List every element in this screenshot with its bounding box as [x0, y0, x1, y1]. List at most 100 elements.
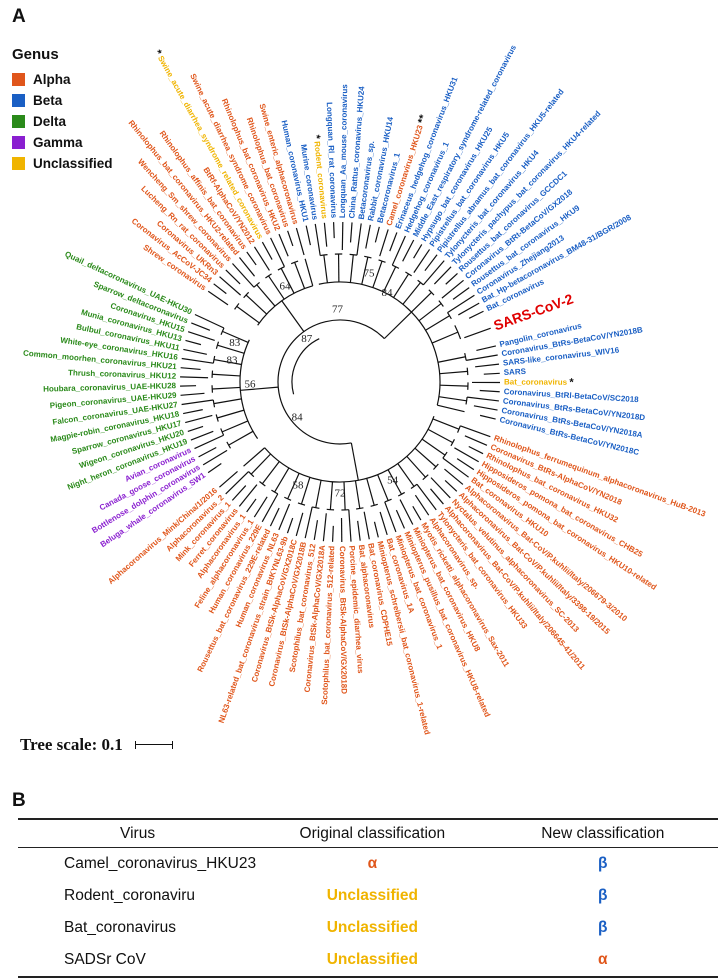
bootstrap-value: 77 [332, 304, 344, 316]
bootstrap-value: 64 [280, 280, 292, 292]
tree-branch [364, 512, 369, 540]
tree-branch [414, 244, 422, 258]
tree-branch [305, 507, 312, 538]
cell-new: α [488, 944, 718, 977]
tree-branch [188, 332, 215, 341]
cell-original: Unclassified [257, 912, 487, 944]
bootstrap-value: 87 [301, 333, 313, 345]
tree-branch [350, 255, 353, 283]
tree-branch [239, 485, 257, 507]
tree-branch [247, 252, 256, 265]
tree-branch [214, 399, 242, 404]
tree-branch [374, 522, 378, 538]
tree-branch [380, 229, 388, 256]
tree-branch [191, 431, 213, 440]
tree-branch [431, 489, 444, 504]
tree-branch [466, 355, 498, 360]
tree-branch [448, 295, 475, 312]
tree-branch [232, 486, 245, 501]
tree-branch [199, 447, 217, 456]
tree-branch [403, 283, 421, 305]
leaf-name: SARS [503, 367, 526, 377]
tree-branch [306, 226, 310, 246]
tree-branch [237, 306, 260, 323]
tree-branch [425, 255, 437, 271]
tree-branch [257, 285, 275, 306]
tree-branch [226, 270, 240, 284]
cell-original: Unclassified [257, 944, 487, 977]
panel-b-label: B [12, 790, 26, 812]
clade-arc [319, 282, 440, 405]
tree-branch [333, 526, 334, 542]
tree-branch [358, 521, 361, 541]
tree-branch [465, 436, 487, 445]
tree-branch [411, 292, 431, 312]
reclassification-table: Virus Original classification New classi… [18, 818, 718, 978]
tree-branch [432, 332, 458, 343]
tree-branch [226, 472, 249, 494]
tree-branch [334, 222, 335, 238]
cell-original: α [257, 848, 487, 881]
tree-branch [367, 478, 374, 505]
tree-branch [415, 495, 428, 515]
tree-branch [474, 406, 498, 410]
header-new: New classification [488, 819, 718, 848]
tree-branch [426, 316, 450, 331]
cell-virus: SADSr CoV [18, 944, 257, 977]
tree-branch [439, 397, 467, 401]
tree-branch [288, 231, 293, 246]
tree-branch [394, 274, 409, 298]
bootstrap-value: 83 [227, 355, 239, 367]
tree-branch [440, 371, 468, 373]
tree-branch [324, 255, 328, 283]
leaf-label: Longquan_Aa_mouse_coronavirus [338, 84, 349, 218]
tree-branch [246, 295, 267, 314]
tree-branch [182, 359, 214, 364]
cell-new: β [488, 848, 718, 881]
tree-branch [316, 480, 321, 507]
leaf-name: Thrush_coronavirus_HKU12 [68, 368, 177, 380]
tree-branch [262, 242, 272, 259]
tree-branch [440, 385, 468, 386]
tree-branch [480, 391, 500, 392]
tree-branch [438, 357, 465, 363]
tree-branch [400, 500, 413, 525]
clade-arc [265, 416, 434, 482]
tree-branch [180, 377, 208, 378]
clade-stem [351, 443, 358, 480]
header-original: Original classification [257, 819, 487, 848]
tree-branch [484, 373, 500, 374]
tree-branch [476, 346, 495, 351]
tree-branch [296, 228, 304, 255]
tree-branch [475, 364, 499, 367]
tree-branch [423, 261, 444, 285]
tree-branch [247, 499, 256, 512]
tree-branch [262, 462, 279, 484]
tree-branch [413, 506, 421, 520]
clade-stem [282, 301, 304, 332]
tree-branch [212, 374, 240, 376]
cell-virus: Bat_coronavirus [18, 912, 257, 944]
tree-branch [182, 400, 214, 404]
tree-branch [279, 234, 288, 256]
tree-branch [295, 262, 305, 288]
tree-branch [315, 224, 320, 256]
tree-branch [183, 410, 203, 414]
tree-branch [407, 456, 426, 477]
tree-branch [220, 277, 241, 295]
tree-branch [287, 518, 292, 533]
cell-virus: Rodent_coronaviru [18, 880, 257, 912]
tree-branch [351, 222, 353, 242]
tree-scale-label: Tree scale: 0.1 [20, 735, 123, 755]
tree-branch [279, 504, 290, 530]
tree-branch [232, 264, 254, 288]
tree-branch [396, 510, 404, 528]
tree-branch [469, 446, 483, 453]
tree-branch [375, 227, 379, 243]
tree-branch [433, 419, 459, 429]
tree-branch [183, 349, 206, 354]
tree-branch [445, 480, 457, 491]
